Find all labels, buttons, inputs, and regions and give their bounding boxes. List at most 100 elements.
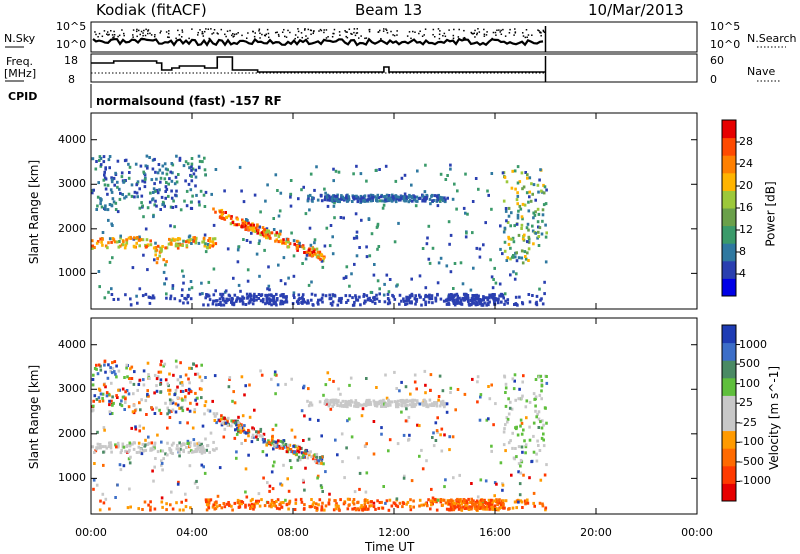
range-cell (111, 366, 115, 370)
range-cell (188, 366, 191, 370)
range-cell (160, 461, 164, 465)
range-cell (449, 167, 452, 171)
colorbar-tick-label: 16 (739, 201, 753, 214)
range-cell (91, 445, 95, 449)
range-cell (319, 194, 323, 198)
range-cell (231, 508, 234, 512)
range-cell (263, 228, 266, 232)
range-cell (452, 298, 456, 302)
range-cell (477, 501, 481, 505)
range-cell (375, 196, 379, 200)
range-cell (161, 200, 165, 204)
range-cell (252, 296, 256, 300)
range-cell (99, 499, 102, 503)
range-cell (399, 399, 403, 402)
range-cell (393, 370, 396, 374)
range-cell (334, 438, 337, 442)
range-cell (311, 199, 314, 203)
range-cell (138, 378, 142, 382)
range-cell (311, 247, 315, 251)
range-cell (401, 505, 404, 509)
range-cell (274, 504, 278, 508)
range-cell (382, 203, 386, 207)
range-cell (516, 202, 519, 206)
nsearch-point (178, 34, 181, 36)
range-cell (194, 398, 197, 402)
range-cell (94, 167, 98, 171)
range-cell (97, 387, 101, 391)
range-cell (403, 299, 406, 303)
nsearch-point (396, 30, 398, 32)
range-cell (307, 248, 311, 252)
range-cell (316, 255, 320, 259)
range-cell (190, 157, 194, 160)
range-cell (387, 508, 391, 512)
nsearch-point (318, 30, 320, 32)
range-cell (381, 199, 384, 203)
range-cell (515, 272, 518, 276)
range-cell (185, 297, 188, 301)
range-cell (502, 296, 505, 300)
range-cell (386, 302, 390, 306)
range-cell (167, 242, 171, 246)
range-cell (432, 431, 435, 435)
range-cell (268, 293, 271, 297)
range-cell (202, 465, 205, 469)
range-cell (384, 501, 387, 505)
nsearch-point (199, 29, 201, 31)
range-cell (188, 166, 191, 170)
range-cell (122, 464, 126, 468)
range-cell (398, 501, 402, 505)
range-cell (124, 401, 127, 404)
range-cell (369, 401, 372, 404)
range-cell (408, 433, 411, 437)
nsearch-point (140, 30, 143, 33)
range-cell (170, 490, 173, 494)
nsearch-point (307, 28, 310, 31)
range-cell (541, 219, 544, 223)
cpid-value: normalsound (fast) -157 RF (96, 94, 282, 108)
range-cell (244, 303, 248, 306)
range-cell (147, 373, 150, 377)
range-cell (540, 232, 544, 236)
range-cell (408, 199, 412, 202)
range-cell (153, 391, 156, 395)
range-cell (186, 301, 190, 305)
range-cell (127, 457, 131, 461)
range-cell (537, 190, 540, 194)
range-cell (514, 187, 517, 191)
range-cell (241, 414, 245, 418)
range-cell (506, 221, 510, 224)
range-cell (110, 204, 114, 208)
range-cell (96, 372, 100, 376)
range-cell (235, 456, 238, 460)
range-cell (290, 466, 293, 470)
range-cell (418, 454, 421, 458)
range-cell (499, 501, 503, 505)
colorbar-tick-label: 100 (739, 376, 760, 390)
range-cell (367, 194, 370, 198)
range-cell (317, 298, 320, 302)
range-cell (107, 363, 110, 367)
range-cell (403, 474, 406, 478)
range-cell (313, 248, 316, 252)
nsearch-point (339, 34, 341, 36)
y-tick-label: 2000 (58, 221, 86, 235)
range-cell (271, 437, 274, 441)
range-cell (178, 156, 182, 160)
range-cell (293, 242, 296, 246)
nsearch-point (307, 37, 309, 40)
nsearch-point (485, 34, 488, 36)
range-cell (162, 258, 165, 262)
range-cell (91, 191, 94, 195)
range-cell (422, 198, 425, 202)
range-cell (152, 246, 156, 250)
range-cell (506, 417, 510, 421)
range-cell (449, 391, 452, 394)
range-cell (311, 457, 315, 461)
range-cell (192, 450, 195, 454)
range-cell (198, 203, 201, 207)
range-cell (372, 505, 376, 509)
range-cell (520, 215, 524, 219)
range-cell (223, 416, 226, 420)
